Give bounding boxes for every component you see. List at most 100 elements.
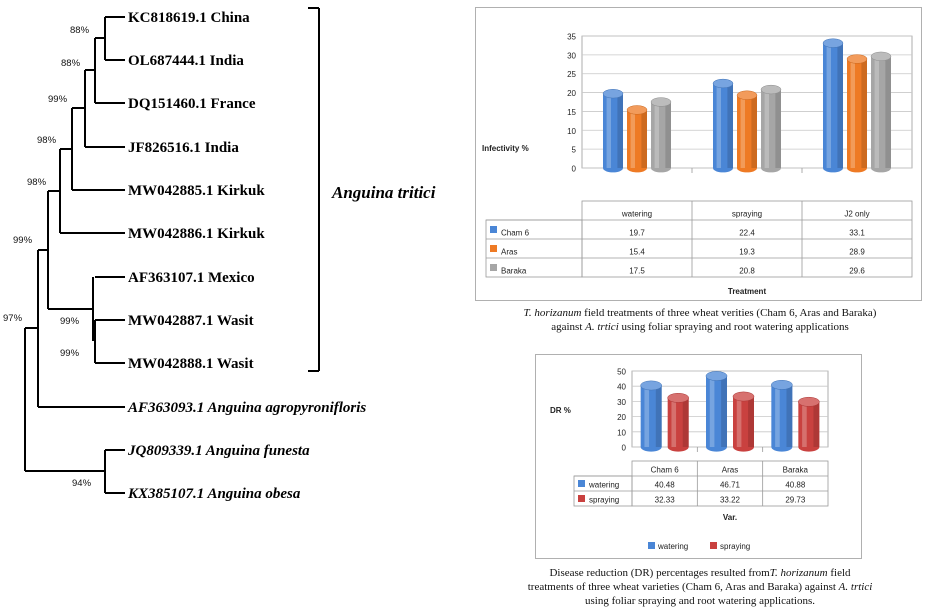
bar-cap [626,105,648,115]
x-tick-label: J2 only [844,210,869,219]
bar-cham-6 [712,78,734,173]
y-tick-label: 5 [572,146,577,155]
bar-shadow [861,59,867,168]
data-label: 28.9 [849,248,865,257]
legend-label: Aras [501,248,517,257]
y-tick-label: 15 [567,108,576,117]
bar-highlight [671,397,677,447]
caption-text: against [551,321,586,333]
bar-highlight [644,385,650,447]
bar-baraka [870,51,892,173]
y-tick-label: 0 [622,444,627,453]
bar-cap [736,90,758,100]
taxon-label: MW042888.1 Wasit [128,356,254,372]
bar-shadow [727,83,733,168]
x-axis-label: Treatment [728,287,767,296]
legend-swatch [578,480,585,487]
bar-shadow [721,376,727,447]
caption-text: treatments of three wheat varieties (Cha… [527,581,839,593]
data-label: 46.71 [720,481,741,490]
bootstrap-value: 88% [70,25,90,36]
taxon-label: OL687444.1 India [128,53,244,69]
bar-highlight [775,384,780,447]
legend-label: spraying [589,496,619,505]
x-tick-label: Aras [722,466,738,475]
bar-baraka [760,84,782,173]
bar-shadow [751,95,757,168]
bar-aras [626,105,648,173]
y-tick-label: 30 [617,398,626,407]
bar-cap [650,97,672,107]
x-tick-label: spraying [732,210,762,219]
bar-cap [667,392,689,403]
bar-cap [640,380,662,391]
bar-watering [771,379,793,452]
bar-cap [760,84,782,95]
infectivity-chart-panel: 0 5 10 15 20 25 30 35 Infectivity % watering spray… [475,7,922,301]
bar-cap [705,371,728,381]
bar-shadow [885,56,891,168]
bar-highlight [716,83,721,168]
disease-reduction-bar-chart: 0 10 20 30 40 50 DR % Cham 6 Aras Baraka watering 4… [550,368,829,551]
x-tick-label: Baraka [783,466,809,475]
taxon-label: DQ151460.1 France [128,96,256,112]
phylogenetic-tree: KC818619.1 China OL687444.1 India DQ151460… [3,7,436,502]
bar-highlight [709,376,715,447]
y-tick-label: 10 [567,127,576,136]
legend-swatch [578,495,585,502]
bar-shadow [617,93,623,168]
bar-spraying [798,396,820,452]
bar-highlight [874,56,879,168]
caption-species: A. trtici [585,321,619,333]
bar-highlight [736,396,742,447]
data-label: 29.73 [785,496,806,505]
data-label: 22.4 [739,229,755,238]
legend-label: spraying [720,542,750,551]
bar-watering [705,371,728,452]
bar-cap [798,396,820,407]
data-label: 32.33 [655,496,676,505]
figure-caption-disease-reduction: Disease reduction (DR) percentages resul… [470,566,930,608]
bar-cap [602,89,624,99]
bar-shadow [655,385,662,447]
data-label: 20.8 [739,267,755,276]
bar-shadow [837,43,843,169]
taxon-label: MW042886.1 Kirkuk [128,226,265,242]
bar-highlight [606,93,611,168]
caption-species: A. trtici [838,581,873,593]
y-axis-label: Infectivity % [482,144,529,153]
legend-swatch [490,245,497,252]
x-tick-label: watering [621,210,652,219]
caption-text: using foliar spraying and root watering … [618,321,849,333]
bar-spraying [732,391,755,452]
data-label: 15.4 [629,248,645,257]
bar-shadow [665,102,671,168]
caption-text: field treatments of three wheat verities… [581,307,877,319]
data-label: 33.1 [849,229,865,238]
legend-label: Baraka [501,267,527,276]
data-label: 33.22 [720,496,741,505]
y-tick-label: 30 [567,51,576,60]
legend-swatch [490,264,497,271]
bar-shadow [775,89,781,168]
y-tick-label: 40 [617,383,626,392]
x-tick-label: Cham 6 [651,466,680,475]
bootstrap-value: 99% [13,235,33,246]
bootstrap-value: 94% [72,478,92,489]
bar-spraying [667,392,689,452]
bar-highlight [654,102,659,168]
bar-highlight [630,109,635,168]
bar-cap [771,379,793,390]
taxon-label: JQ809339.1 Anguina funesta [127,443,310,459]
data-table: watering spraying J2 only Cham 6 19.7 22.4 33.… [485,200,913,278]
bootstrap-value: 98% [37,135,57,146]
bootstrap-value: 88% [61,58,81,69]
bar-cap [712,78,734,89]
y-tick-label: 25 [567,70,576,79]
bar-aras [736,90,758,173]
bar-cham-6 [602,89,624,173]
bootstrap-value: 98% [27,177,47,188]
bar-highlight [764,89,769,168]
x-axis-label: Var. [723,513,737,522]
bootstrap-value: 99% [60,316,80,327]
